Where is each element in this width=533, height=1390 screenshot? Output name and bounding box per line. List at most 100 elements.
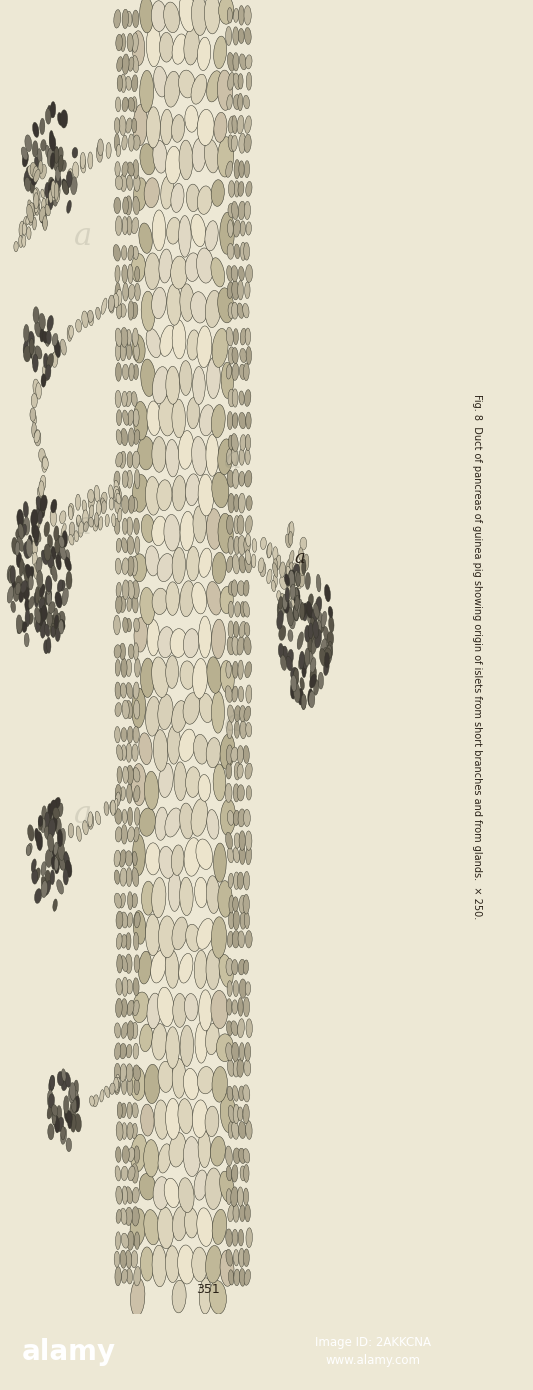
Ellipse shape <box>327 631 334 645</box>
Ellipse shape <box>128 300 134 320</box>
Ellipse shape <box>47 149 53 167</box>
Text: a: a <box>74 510 92 541</box>
Ellipse shape <box>240 1166 246 1182</box>
Ellipse shape <box>197 1066 214 1094</box>
Ellipse shape <box>76 320 82 332</box>
Ellipse shape <box>60 110 68 128</box>
Ellipse shape <box>147 25 161 67</box>
Ellipse shape <box>243 1104 249 1123</box>
Ellipse shape <box>114 645 121 659</box>
Ellipse shape <box>134 955 140 973</box>
Ellipse shape <box>300 603 307 619</box>
Ellipse shape <box>197 110 214 146</box>
Ellipse shape <box>39 164 46 179</box>
Ellipse shape <box>68 1115 72 1129</box>
Ellipse shape <box>179 954 193 983</box>
Ellipse shape <box>69 535 74 545</box>
Ellipse shape <box>115 133 119 152</box>
Ellipse shape <box>119 596 126 613</box>
Ellipse shape <box>139 1173 156 1200</box>
Ellipse shape <box>172 1280 186 1314</box>
Ellipse shape <box>88 815 94 830</box>
Ellipse shape <box>134 659 140 677</box>
Ellipse shape <box>240 706 246 721</box>
Ellipse shape <box>199 616 212 657</box>
Ellipse shape <box>132 1123 138 1138</box>
Ellipse shape <box>227 95 232 110</box>
Ellipse shape <box>121 1166 128 1180</box>
Ellipse shape <box>293 564 300 578</box>
Ellipse shape <box>185 767 200 798</box>
Ellipse shape <box>120 867 127 887</box>
Ellipse shape <box>187 329 200 360</box>
Ellipse shape <box>245 115 252 133</box>
Ellipse shape <box>126 980 133 994</box>
Ellipse shape <box>115 784 122 803</box>
Ellipse shape <box>70 1113 76 1133</box>
Ellipse shape <box>329 616 334 632</box>
Ellipse shape <box>47 316 53 331</box>
Ellipse shape <box>40 495 47 512</box>
Ellipse shape <box>140 588 155 624</box>
Ellipse shape <box>65 549 70 567</box>
Ellipse shape <box>146 328 161 357</box>
Ellipse shape <box>116 595 122 613</box>
Ellipse shape <box>233 1148 240 1163</box>
Ellipse shape <box>165 1245 180 1283</box>
Ellipse shape <box>31 393 37 407</box>
Ellipse shape <box>66 1138 71 1152</box>
Ellipse shape <box>174 762 187 801</box>
Ellipse shape <box>168 870 181 912</box>
Ellipse shape <box>76 826 82 841</box>
Ellipse shape <box>292 591 297 609</box>
Ellipse shape <box>237 872 244 890</box>
Ellipse shape <box>239 895 246 913</box>
Ellipse shape <box>237 745 244 763</box>
Ellipse shape <box>245 556 252 573</box>
Ellipse shape <box>40 475 46 491</box>
Ellipse shape <box>116 582 122 598</box>
Ellipse shape <box>243 1148 250 1163</box>
Ellipse shape <box>237 785 244 801</box>
Ellipse shape <box>34 430 40 443</box>
Ellipse shape <box>54 147 59 164</box>
Ellipse shape <box>240 720 246 739</box>
Ellipse shape <box>28 331 35 346</box>
Ellipse shape <box>232 115 237 133</box>
Ellipse shape <box>54 1116 60 1133</box>
Ellipse shape <box>28 596 34 609</box>
Ellipse shape <box>41 499 45 513</box>
Ellipse shape <box>321 612 327 628</box>
Ellipse shape <box>244 202 251 220</box>
Ellipse shape <box>46 637 51 653</box>
Ellipse shape <box>133 135 140 150</box>
Ellipse shape <box>56 1105 62 1120</box>
Ellipse shape <box>305 626 310 642</box>
Ellipse shape <box>61 160 66 171</box>
Ellipse shape <box>180 360 192 396</box>
Ellipse shape <box>293 669 298 685</box>
Ellipse shape <box>115 495 120 513</box>
Ellipse shape <box>172 475 186 512</box>
Ellipse shape <box>151 951 166 983</box>
Ellipse shape <box>238 959 245 974</box>
Ellipse shape <box>228 1105 235 1123</box>
Ellipse shape <box>53 808 59 819</box>
Ellipse shape <box>206 1245 222 1283</box>
Ellipse shape <box>240 602 246 617</box>
Ellipse shape <box>40 207 46 224</box>
Ellipse shape <box>117 745 123 760</box>
Ellipse shape <box>179 0 196 32</box>
Ellipse shape <box>146 842 160 874</box>
Ellipse shape <box>217 136 234 177</box>
Ellipse shape <box>144 1065 160 1104</box>
Ellipse shape <box>146 546 159 575</box>
Ellipse shape <box>68 503 74 518</box>
Ellipse shape <box>235 602 240 617</box>
Ellipse shape <box>55 592 62 607</box>
Ellipse shape <box>55 817 61 834</box>
Text: a: a <box>74 799 92 830</box>
Ellipse shape <box>34 867 41 881</box>
Ellipse shape <box>46 331 51 345</box>
Ellipse shape <box>180 1026 193 1066</box>
